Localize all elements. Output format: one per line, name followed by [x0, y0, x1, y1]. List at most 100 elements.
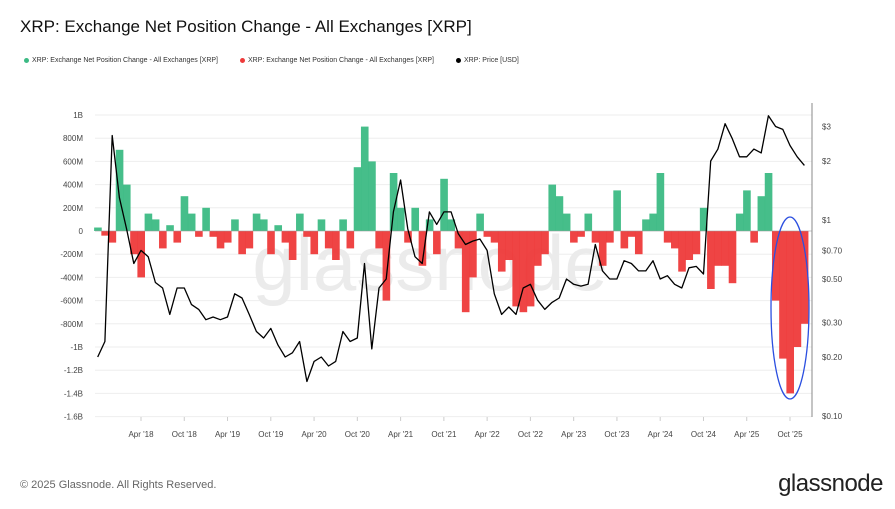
y-left-tick-label: -400M — [60, 273, 83, 282]
net-position-bar-negative — [137, 231, 146, 278]
net-position-bar-negative — [519, 231, 528, 313]
net-position-bar-negative — [771, 231, 780, 301]
legend-item-price[interactable]: XRP: Price [USD] — [456, 57, 519, 64]
net-position-bar-negative — [461, 231, 470, 313]
net-position-bar-positive — [151, 219, 160, 231]
net-position-bar-positive — [187, 213, 196, 231]
y-left-tick-label: -200M — [60, 250, 83, 259]
net-position-bar-negative — [685, 231, 694, 260]
net-position-bar-positive — [144, 213, 153, 231]
net-position-bar-negative — [577, 231, 585, 237]
x-tick-label: Apr '19 — [215, 430, 241, 439]
legend-dot — [240, 57, 245, 63]
price-line — [97, 115, 805, 383]
net-position-bar-positive — [757, 196, 766, 231]
net-position-bar-positive — [202, 207, 210, 231]
x-tick-label: Oct '21 — [431, 430, 457, 439]
net-position-bar-positive — [440, 178, 448, 231]
net-position-bar-negative — [159, 231, 167, 249]
net-position-bar-positive — [231, 219, 239, 231]
x-tick-label: Apr '25 — [734, 430, 760, 439]
y-left-tick-label: 200M — [63, 204, 83, 213]
net-position-bar-positive — [735, 213, 744, 231]
y-right-tick-label: $0.20 — [822, 353, 843, 362]
net-position-bar-positive — [562, 213, 571, 231]
net-position-bar-negative — [598, 231, 607, 266]
net-position-bar-negative — [101, 231, 109, 236]
net-position-bar-positive — [642, 219, 650, 231]
y-left-tick-label: 600M — [63, 157, 83, 166]
net-position-bar-negative — [541, 231, 549, 255]
net-position-bar-negative — [534, 231, 542, 266]
y-left-tick-label: 0 — [79, 227, 84, 236]
net-position-bar-positive — [656, 173, 665, 231]
net-position-bar-positive — [94, 227, 102, 231]
y-left-tick-label: -600M — [60, 297, 83, 306]
net-position-bar-negative — [130, 231, 138, 255]
legend-item-positive[interactable]: XRP: Exchange Net Position Change - All … — [24, 57, 218, 64]
net-position-bar-positive — [180, 196, 189, 231]
net-position-bar-negative — [173, 231, 182, 243]
x-tick-label: Oct '18 — [172, 430, 198, 439]
net-position-bar-negative — [216, 231, 225, 249]
net-position-bar-negative — [433, 231, 441, 255]
net-position-bar-negative — [404, 231, 412, 243]
net-position-bar-negative — [786, 231, 795, 394]
brand-logo: glassnode — [778, 470, 883, 497]
legend-item-negative[interactable]: XRP: Exchange Net Position Change - All … — [240, 57, 434, 64]
net-position-bar-negative — [750, 231, 758, 243]
net-position-bar-negative — [634, 231, 643, 255]
net-position-bar-negative — [346, 231, 355, 249]
x-tick-label: Apr '18 — [128, 430, 154, 439]
net-position-bar-positive — [699, 207, 708, 231]
net-position-bar-positive — [339, 219, 347, 231]
net-position-bar-positive — [296, 213, 304, 231]
net-position-bar-negative — [793, 231, 802, 347]
net-position-bar-positive — [476, 213, 484, 231]
net-position-bar-negative — [223, 231, 232, 243]
annotation-ellipse — [770, 216, 810, 400]
net-position-bar-negative — [288, 231, 297, 260]
chart-title: XRP: Exchange Net Position Change - All … — [20, 17, 472, 36]
net-position-bar-positive — [764, 173, 773, 231]
y-left-tick-label: -1.6B — [64, 413, 83, 422]
net-position-bar-negative — [245, 231, 254, 249]
net-position-bar-negative — [375, 231, 383, 249]
net-position-bar-positive — [396, 207, 405, 231]
net-position-bar-negative — [692, 231, 701, 255]
net-position-bar-positive — [613, 190, 621, 231]
net-position-bar-negative — [483, 231, 492, 237]
net-position-bar-negative — [570, 231, 578, 243]
net-position-bar-negative — [332, 231, 340, 260]
x-tick-label: Apr '22 — [475, 430, 501, 439]
y-right-tick-label: $0.30 — [822, 318, 843, 327]
net-position-bar-negative — [469, 231, 477, 278]
y-left-tick-label: -1.2B — [64, 366, 83, 375]
y-right-tick-label: $0.70 — [822, 246, 843, 255]
net-position-bar-negative — [382, 231, 391, 301]
y-right-tick-label: $2 — [822, 157, 831, 166]
net-position-bar-negative — [526, 231, 535, 307]
net-position-bar-negative — [310, 231, 319, 255]
net-position-bar-negative — [505, 231, 513, 260]
net-position-bar-positive — [353, 167, 362, 231]
net-position-bar-positive — [425, 219, 434, 231]
net-position-bar-negative — [591, 231, 600, 243]
net-position-bar-positive — [411, 207, 420, 231]
y-right-tick-label: $1 — [822, 216, 831, 225]
net-position-bar-positive — [317, 219, 326, 231]
net-position-bar-positive — [649, 213, 657, 231]
y-left-tick-label: 400M — [63, 181, 83, 190]
net-position-bar-negative — [779, 231, 787, 359]
y-left-tick-label: -1.4B — [64, 389, 83, 398]
net-position-bar-negative — [707, 231, 715, 289]
net-position-bar-negative — [418, 231, 427, 266]
x-tick-label: Apr '20 — [302, 430, 328, 439]
net-position-bar-negative — [108, 231, 117, 243]
net-position-bar-negative — [195, 231, 203, 237]
y-right-tick-label: $0.50 — [822, 275, 843, 284]
legend: XRP: Exchange Net Position Change - All … — [24, 57, 519, 64]
net-position-bar-positive — [389, 173, 398, 231]
net-position-bar-negative — [281, 231, 290, 243]
